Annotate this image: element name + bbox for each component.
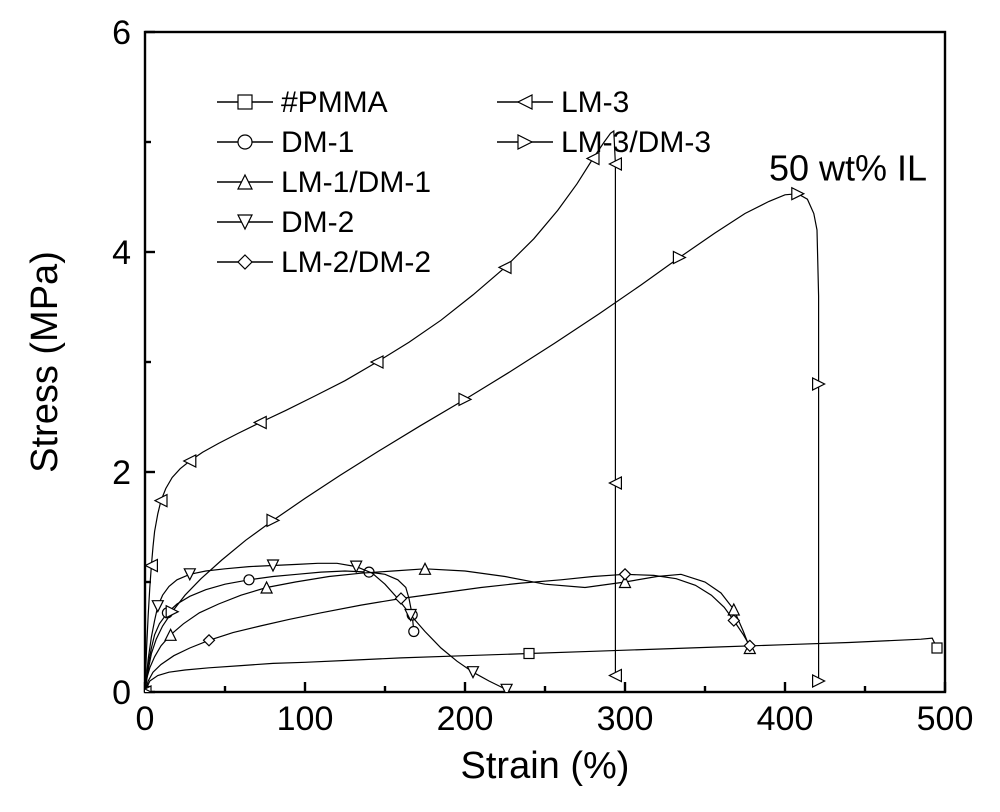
legend-label: #PMMA	[281, 86, 388, 119]
x-tick-label: 0	[136, 700, 155, 738]
x-tick-label: 300	[597, 700, 654, 738]
annotation-il: 50 wt% IL	[769, 148, 927, 189]
y-tick-label: 6	[112, 14, 131, 52]
y-tick-label: 4	[112, 234, 131, 272]
x-tick-label: 500	[917, 700, 974, 738]
y-tick-label: 0	[112, 674, 131, 712]
legend-label: DM-2	[281, 206, 354, 239]
y-axis-label: Stress (MPa)	[24, 251, 66, 473]
y-tick-label: 2	[112, 454, 131, 492]
legend-label: LM-1/DM-1	[281, 166, 431, 199]
stress-strain-chart: 0 100 200 300 400 500 0 2 4 6 Strain (%) Stress (MP…	[0, 0, 1000, 812]
legend-label: LM-3/DM-3	[561, 126, 711, 159]
x-axis-label: Strain (%)	[461, 745, 630, 787]
x-tick-label: 200	[437, 700, 494, 738]
x-tick-label: 100	[277, 700, 334, 738]
legend-label: DM-1	[281, 126, 354, 159]
legend-label: LM-3	[561, 86, 629, 119]
legend-label: LM-2/DM-2	[281, 246, 431, 279]
x-tick-label: 400	[757, 700, 814, 738]
